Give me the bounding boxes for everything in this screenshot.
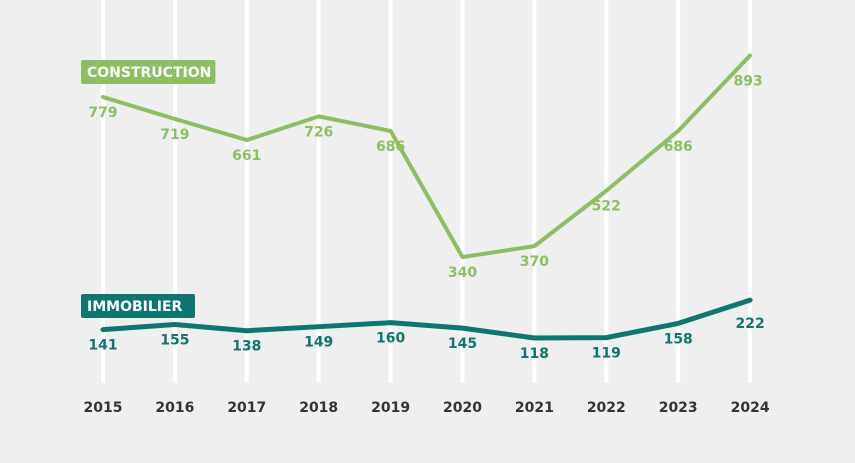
x-tick-label: 2017 [227, 400, 266, 416]
data-label: 719 [160, 127, 189, 143]
x-tick-label: 2016 [155, 400, 194, 416]
data-label: 686 [376, 139, 405, 155]
data-label: 686 [664, 139, 693, 155]
data-label: 118 [520, 346, 549, 362]
x-tick-label: 2024 [731, 400, 770, 416]
data-label: 141 [88, 338, 117, 354]
series-line-immobilier [100, 297, 753, 341]
series-line-construction [101, 53, 753, 260]
data-label: 779 [88, 105, 117, 121]
data-label: 893 [733, 74, 762, 90]
data-label: 155 [160, 333, 189, 349]
data-label: 149 [304, 335, 333, 351]
data-label: 160 [376, 331, 405, 347]
legend-tag-bg [81, 60, 216, 84]
x-tick-label: 2021 [515, 400, 554, 416]
legend-tag-bg [81, 294, 195, 318]
x-tick-label: 2015 [84, 400, 123, 416]
legend-tag-construction: CONSTRUCTION [87, 65, 211, 81]
x-tick-label: 2019 [371, 400, 410, 416]
data-label: 145 [448, 336, 477, 352]
data-label: 522 [592, 199, 621, 215]
x-tick-label: 2018 [299, 400, 338, 416]
x-tick-label: 2022 [587, 400, 626, 416]
data-label: 726 [304, 124, 333, 140]
data-label: 222 [735, 316, 764, 332]
x-tick-label: 2023 [659, 400, 698, 416]
x-tick-label: 2020 [443, 400, 482, 416]
data-label: 370 [520, 254, 549, 270]
data-label: 661 [232, 148, 261, 164]
data-label: 138 [232, 339, 261, 355]
data-label: 340 [448, 265, 477, 281]
data-label: 119 [592, 346, 621, 362]
data-label: 158 [664, 331, 693, 347]
legend-tag-immobilier: IMMOBILIER [87, 299, 183, 315]
